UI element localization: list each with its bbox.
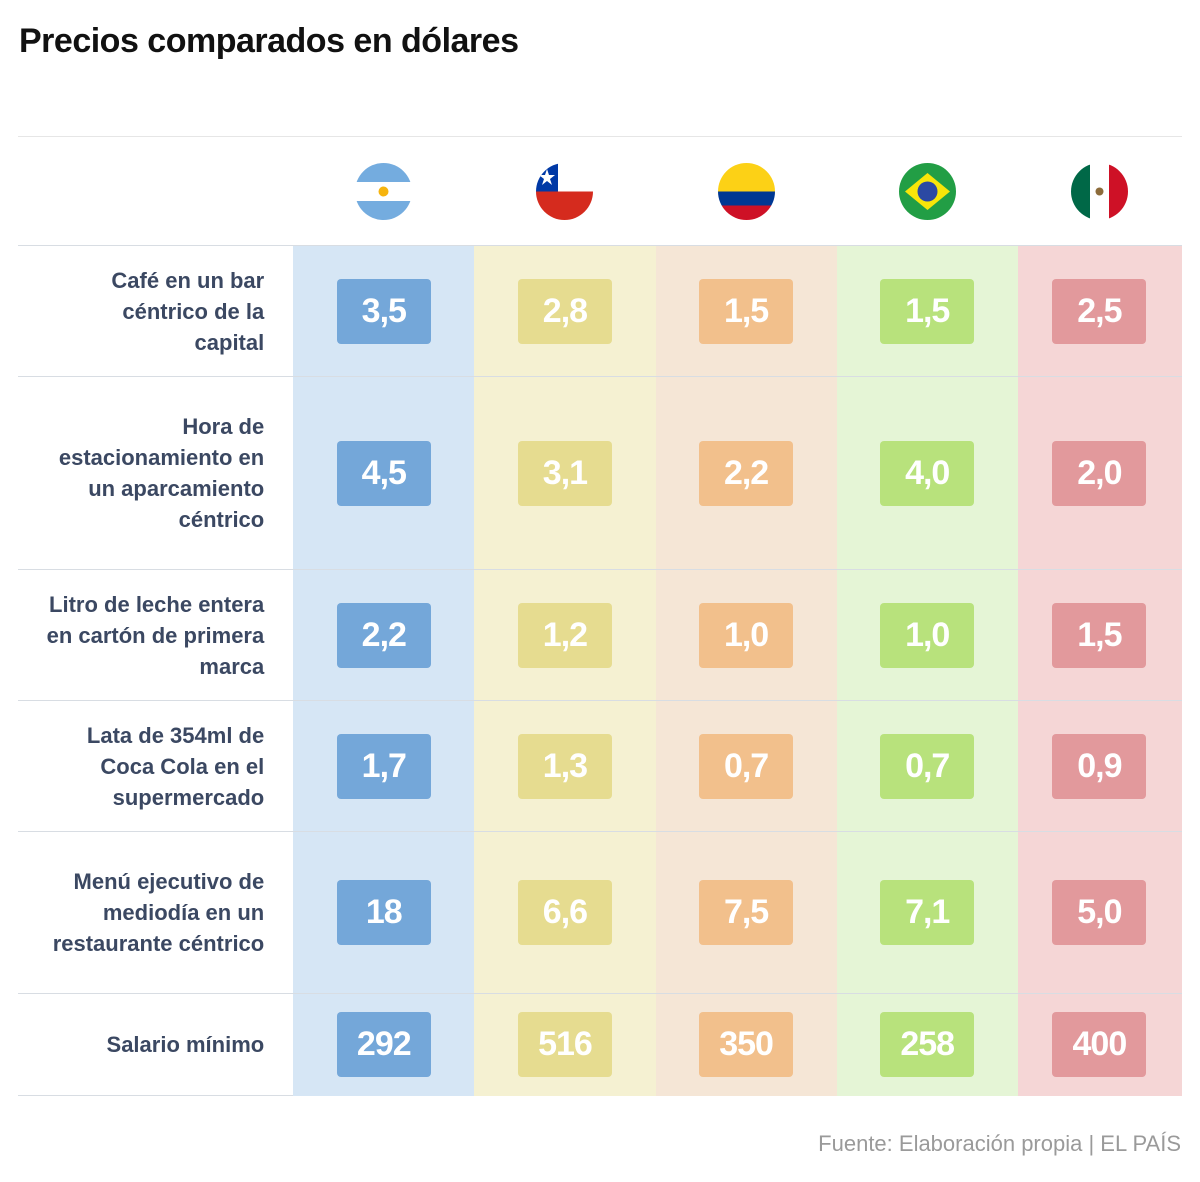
row-label-text: Menú ejecutivo de mediodía en un restaur… — [52, 869, 265, 956]
value-badge: 350 — [699, 1012, 794, 1078]
value-cell: 1,5 — [655, 245, 837, 377]
header-mexico — [1017, 137, 1182, 246]
value-cell: 0,7 — [836, 700, 1018, 832]
value-cell: 4,5 — [293, 376, 475, 570]
value-cell: 1,0 — [836, 569, 1018, 701]
value-badge: 1,5 — [880, 278, 975, 344]
table-row: Menú ejecutivo de mediodía en un restaur… — [18, 831, 1182, 994]
value-cell: 3,1 — [474, 376, 656, 570]
value-badge: 6,6 — [517, 880, 612, 945]
value-badge: 1,0 — [699, 602, 794, 668]
value-cell: 292 — [293, 993, 475, 1096]
row-label-text: Salario mínimo — [106, 1032, 265, 1057]
header-argentina — [293, 137, 475, 246]
value-cell: 1,0 — [655, 569, 837, 701]
row-label: Menú ejecutivo de mediodía en un restaur… — [18, 831, 294, 994]
value-cell: 2,8 — [474, 245, 656, 377]
value-badge: 4,5 — [336, 440, 431, 506]
table-row: Litro de leche entera en cartón de prime… — [18, 569, 1182, 701]
value-cell: 6,6 — [474, 831, 656, 994]
price-table: Café en un bar céntrico de la capital 3,5… — [18, 137, 1182, 1096]
value-cell: 350 — [655, 993, 837, 1096]
value-badge: 3,1 — [517, 440, 612, 506]
value-cell: 1,5 — [836, 245, 1018, 377]
row-label: Café en un bar céntrico de la capital — [18, 245, 294, 377]
value-badge: 5,0 — [1052, 880, 1147, 945]
value-badge: 2,2 — [699, 440, 794, 506]
value-cell: 1,3 — [474, 700, 656, 832]
value-cell: 4,0 — [836, 376, 1018, 570]
value-badge: 2,0 — [1052, 440, 1147, 506]
value-cell: 7,5 — [655, 831, 837, 994]
header-chile — [474, 137, 656, 246]
chile-flag-icon — [536, 162, 594, 220]
value-badge: 1,5 — [1052, 602, 1147, 668]
header-brazil — [836, 137, 1018, 246]
value-cell: 1,5 — [1017, 569, 1182, 701]
value-badge: 2,5 — [1052, 278, 1147, 344]
value-badge: 7,5 — [699, 880, 794, 945]
row-label-text: Lata de 354ml de Coca Cola en el superme… — [86, 722, 265, 810]
value-cell: 5,0 — [1017, 831, 1182, 994]
value-badge: 3,5 — [336, 278, 431, 344]
value-cell: 2,2 — [655, 376, 837, 570]
value-cell: 1,7 — [293, 700, 475, 832]
value-badge: 0,7 — [699, 733, 794, 799]
value-cell: 1,2 — [474, 569, 656, 701]
value-cell: 2,5 — [1017, 245, 1182, 377]
flag-header-row — [18, 137, 1182, 246]
divider — [18, 136, 1182, 137]
value-badge: 1,2 — [517, 602, 612, 668]
value-badge: 18 — [336, 880, 431, 945]
row-label: Lata de 354ml de Coca Cola en el superme… — [18, 700, 294, 832]
value-cell: 0,7 — [655, 700, 837, 832]
value-cell: 7,1 — [836, 831, 1018, 994]
value-cell: 18 — [293, 831, 475, 994]
value-badge: 516 — [517, 1012, 612, 1078]
source-note: Fuente: Elaboración propia | EL PAÍS — [818, 1131, 1181, 1156]
value-badge: 400 — [1052, 1012, 1147, 1078]
table-row: Lata de 354ml de Coca Cola en el superme… — [18, 700, 1182, 832]
value-badge: 1,0 — [880, 602, 975, 668]
argentina-flag-icon — [355, 162, 413, 220]
row-label-text: Café en un bar céntrico de la capital — [111, 267, 265, 355]
value-badge: 1,5 — [699, 278, 794, 344]
colombia-flag-icon — [717, 162, 775, 220]
row-label-text: Hora de estacionamiento en un aparcamien… — [58, 414, 265, 532]
value-badge: 2,2 — [336, 602, 431, 668]
row-label: Hora de estacionamiento en un aparcamien… — [18, 376, 294, 570]
value-cell: 0,9 — [1017, 700, 1182, 832]
value-cell: 2,0 — [1017, 376, 1182, 570]
value-badge: 7,1 — [880, 880, 975, 945]
row-label-text: Litro de leche entera en cartón de prime… — [46, 591, 265, 679]
brazil-flag-icon — [898, 162, 956, 220]
value-badge: 2,8 — [517, 278, 612, 344]
value-badge: 258 — [880, 1012, 975, 1078]
value-cell: 400 — [1017, 993, 1182, 1096]
value-badge: 1,3 — [517, 733, 612, 799]
header-colombia — [655, 137, 837, 246]
value-badge: 1,7 — [336, 733, 431, 799]
table-row: Café en un bar céntrico de la capital 3,5… — [18, 245, 1182, 377]
header-empty — [18, 137, 294, 246]
table-row: Salario mínimo 292 516 350 258 400 — [18, 993, 1182, 1096]
value-badge: 0,9 — [1052, 733, 1147, 799]
value-cell: 2,2 — [293, 569, 475, 701]
value-badge: 0,7 — [880, 733, 975, 799]
mexico-flag-icon — [1071, 162, 1129, 220]
row-label: Salario mínimo — [18, 993, 294, 1096]
value-cell: 258 — [836, 993, 1018, 1096]
value-cell: 3,5 — [293, 245, 475, 377]
row-label: Litro de leche entera en cartón de prime… — [18, 569, 294, 701]
value-badge: 4,0 — [880, 440, 975, 506]
value-badge: 292 — [336, 1012, 431, 1078]
value-cell: 516 — [474, 993, 656, 1096]
page-title: Precios comparados en dólares — [19, 22, 519, 60]
table-row: Hora de estacionamiento en un aparcamien… — [18, 376, 1182, 570]
